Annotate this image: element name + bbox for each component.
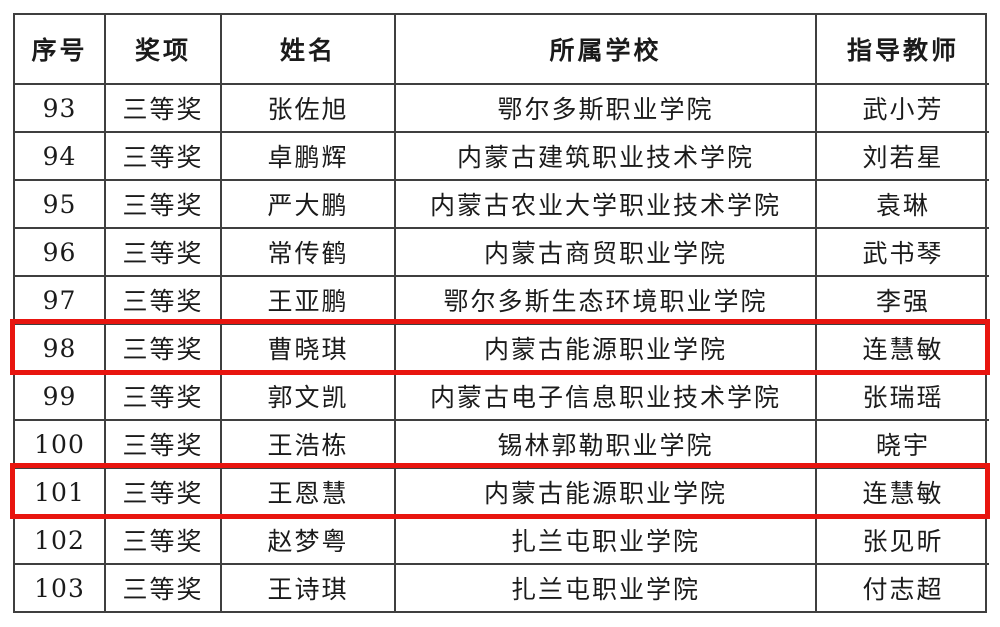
table-cell-school: 扎兰屯职业学院: [394, 515, 815, 563]
table-cell-name: 卓鹏辉: [220, 131, 394, 179]
table-cell-teacher: 刘若星: [815, 131, 989, 179]
table-cell-no: 96: [15, 227, 104, 275]
table-cell-teacher: 连慧敏: [815, 323, 989, 371]
table-cell-award: 三等奖: [104, 563, 220, 611]
table-cell-teacher: 袁琳: [815, 179, 989, 227]
table-cell-school: 内蒙古商贸职业学院: [394, 227, 815, 275]
table-cell-teacher: 武书琴: [815, 227, 989, 275]
table-cell-teacher: 张见昕: [815, 515, 989, 563]
table-cell-school: 内蒙古能源职业学院: [394, 467, 815, 515]
awards-table: 序号 奖项 姓名 所属学校 指导教师 93 三等奖 张佐旭 鄂尔多斯职业学院 武小芳 94 三等奖 卓鹏…: [10, 13, 990, 613]
table-cell-name: 曹晓琪: [220, 323, 394, 371]
table-cell-school: 内蒙古农业大学职业技术学院: [394, 179, 815, 227]
table-cell-name: 常传鹤: [220, 227, 394, 275]
table-cell-teacher: 晓宇: [815, 419, 989, 467]
table-cell-no: 93: [15, 83, 104, 131]
table-cell-school: 内蒙古建筑职业技术学院: [394, 131, 815, 179]
table-cell-award: 三等奖: [104, 179, 220, 227]
table-cell-no: 95: [15, 179, 104, 227]
table-cell-award: 三等奖: [104, 419, 220, 467]
table-cell-teacher: 连慧敏: [815, 467, 989, 515]
table-cell-no: 94: [15, 131, 104, 179]
table-cell-teacher: 付志超: [815, 563, 989, 611]
table-cell-award: 三等奖: [104, 131, 220, 179]
table-cell-school: 鄂尔多斯职业学院: [394, 83, 815, 131]
table-cell-name: 王浩栋: [220, 419, 394, 467]
table-cell-no: 101: [15, 467, 104, 515]
table-cell-name: 王亚鹏: [220, 275, 394, 323]
table-cell-teacher: 李强: [815, 275, 989, 323]
table-cell-name: 严大鹏: [220, 179, 394, 227]
table-cell-name: 赵梦粤: [220, 515, 394, 563]
table-cell-teacher: 武小芳: [815, 83, 989, 131]
table-cell-school: 内蒙古能源职业学院: [394, 323, 815, 371]
table-cell-name: 王诗琪: [220, 563, 394, 611]
table-cell-award: 三等奖: [104, 515, 220, 563]
table-cell-school: 鄂尔多斯生态环境职业学院: [394, 275, 815, 323]
table-cell-award: 三等奖: [104, 323, 220, 371]
table-cell-school: 内蒙古电子信息职业技术学院: [394, 371, 815, 419]
table-cell-no: 98: [15, 323, 104, 371]
table-cell-no: 100: [15, 419, 104, 467]
table-cell-school: 锡林郭勒职业学院: [394, 419, 815, 467]
column-header-no: 序号: [31, 36, 88, 65]
table-cell-award: 三等奖: [104, 275, 220, 323]
column-header-award: 奖项: [104, 15, 220, 83]
table-cell-name: 王恩慧: [220, 467, 394, 515]
table-cell-name: 张佐旭: [220, 83, 394, 131]
table-cell-no: 99: [15, 371, 104, 419]
table-cell-award: 三等奖: [104, 371, 220, 419]
table-cell-name: 郭文凯: [220, 371, 394, 419]
table-cell-no: 103: [15, 563, 104, 611]
awards-table-grid: 序号 奖项 姓名 所属学校 指导教师 93 三等奖 张佐旭 鄂尔多斯职业学院 武小芳 94 三等奖 卓鹏…: [13, 13, 989, 613]
table-cell-award: 三等奖: [104, 467, 220, 515]
table-cell-award: 三等奖: [104, 227, 220, 275]
table-cell-no: 97: [15, 275, 104, 323]
column-header-teacher: 指导教师: [815, 15, 989, 83]
table-cell-no: 102: [15, 515, 104, 563]
table-cell-teacher: 张瑞瑶: [815, 371, 989, 419]
column-header-name: 姓名: [220, 15, 394, 83]
table-cell-school: 扎兰屯职业学院: [394, 563, 815, 611]
column-header-school: 所属学校: [394, 15, 815, 83]
table-cell-award: 三等奖: [104, 83, 220, 131]
